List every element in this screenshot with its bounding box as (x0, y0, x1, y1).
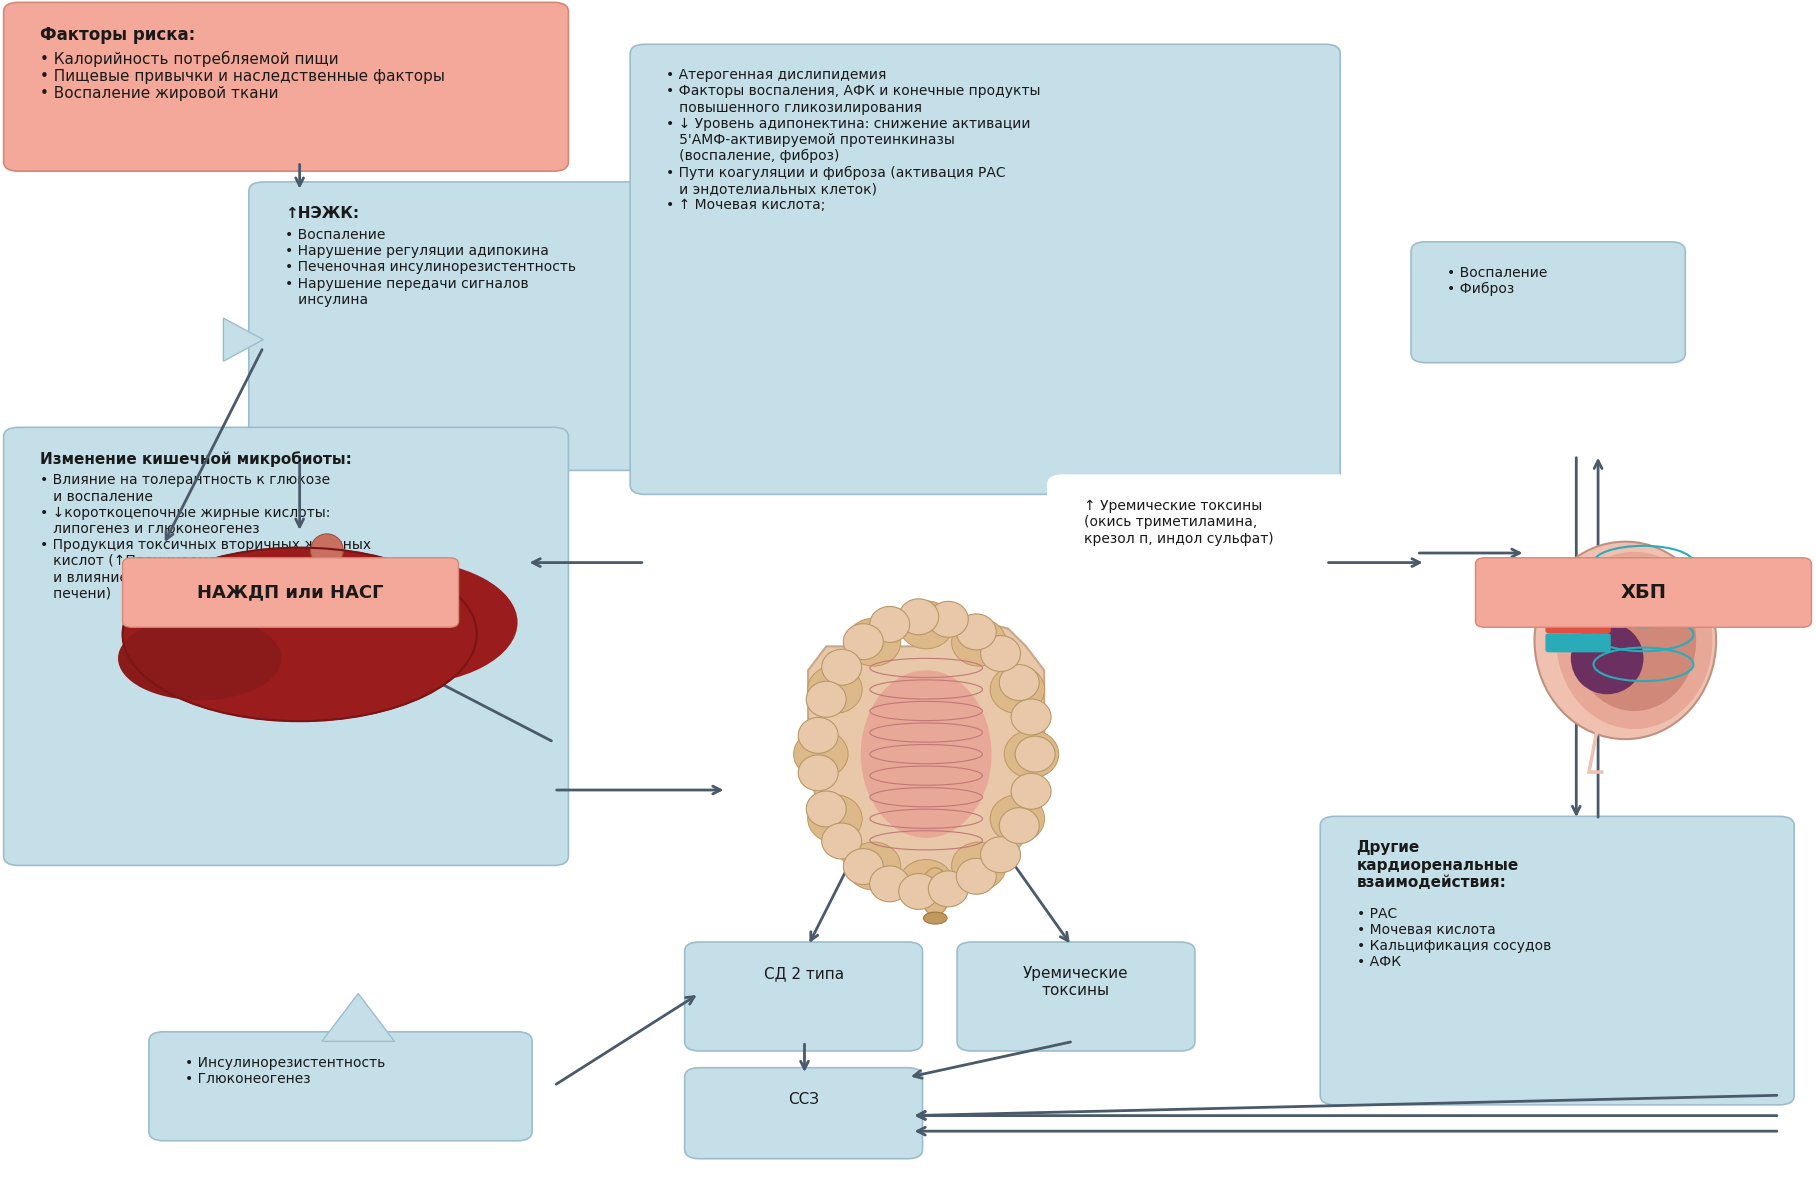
Polygon shape (808, 622, 1044, 880)
Text: СД 2 типа: СД 2 типа (763, 966, 844, 982)
Ellipse shape (808, 795, 863, 843)
Ellipse shape (952, 618, 1006, 666)
FancyBboxPatch shape (1475, 558, 1811, 627)
Ellipse shape (806, 791, 846, 827)
Ellipse shape (281, 560, 518, 685)
Ellipse shape (846, 843, 901, 891)
Text: ССЗ: ССЗ (788, 1092, 819, 1107)
FancyBboxPatch shape (685, 1068, 923, 1159)
Ellipse shape (952, 843, 1006, 891)
Ellipse shape (1004, 730, 1059, 778)
Ellipse shape (846, 618, 901, 666)
FancyArrowPatch shape (913, 1041, 1071, 1078)
Ellipse shape (806, 681, 846, 717)
Ellipse shape (921, 868, 950, 916)
Ellipse shape (928, 601, 968, 637)
Ellipse shape (990, 795, 1044, 843)
Text: Факторы риска:: Факторы риска: (40, 26, 194, 44)
FancyBboxPatch shape (1048, 475, 1422, 632)
Ellipse shape (957, 614, 997, 650)
Ellipse shape (990, 666, 1044, 713)
Ellipse shape (981, 837, 1021, 873)
Ellipse shape (999, 664, 1039, 700)
FancyBboxPatch shape (1411, 242, 1685, 363)
FancyBboxPatch shape (4, 2, 568, 171)
Text: Изменение кишечной микробиоты:: Изменение кишечной микробиоты: (40, 451, 352, 467)
FancyBboxPatch shape (4, 427, 568, 865)
Ellipse shape (821, 824, 861, 859)
Ellipse shape (821, 649, 861, 685)
Ellipse shape (1573, 570, 1696, 711)
Ellipse shape (309, 563, 400, 610)
Ellipse shape (808, 666, 863, 713)
Ellipse shape (1015, 736, 1055, 772)
Text: Уремические
токсины: Уремические токсины (1022, 966, 1130, 998)
Ellipse shape (870, 865, 910, 901)
Polygon shape (321, 994, 394, 1041)
Text: • Калорийность потребляемой пищи
• Пищевые привычки и наследственные факторы
• В: • Калорийность потребляемой пищи • Пищев… (40, 50, 445, 102)
Text: НАЖДП или НАСГ: НАЖДП или НАСГ (198, 583, 383, 602)
Ellipse shape (311, 534, 343, 567)
Text: • Инсулинорезистентность
• Глюконеогенез: • Инсулинорезистентность • Глюконеогенез (185, 1056, 385, 1086)
Ellipse shape (843, 849, 883, 885)
Ellipse shape (870, 607, 910, 643)
Ellipse shape (899, 859, 953, 907)
Ellipse shape (799, 755, 839, 791)
Ellipse shape (799, 717, 839, 753)
Ellipse shape (123, 548, 476, 721)
FancyBboxPatch shape (249, 182, 650, 470)
Ellipse shape (843, 624, 883, 660)
Ellipse shape (1571, 622, 1643, 694)
FancyBboxPatch shape (1320, 816, 1794, 1105)
FancyBboxPatch shape (630, 44, 1340, 494)
Ellipse shape (999, 808, 1039, 844)
FancyBboxPatch shape (685, 942, 923, 1051)
Text: • Воспаление
• Нарушение регуляции адипокина
• Печеночная инсулинорезистентность: • Воспаление • Нарушение регуляции адипо… (285, 229, 576, 306)
Ellipse shape (1535, 541, 1716, 739)
Text: ХБП: ХБП (1620, 583, 1667, 602)
Ellipse shape (1012, 699, 1051, 735)
Text: • Воспаление
• Фиброз: • Воспаление • Фиброз (1447, 266, 1547, 296)
Text: • Влияние на толерантность к глюкозе
   и воспаление
• ↓короткоцепочные жирные к: • Влияние на толерантность к глюкозе и в… (40, 474, 370, 601)
Ellipse shape (923, 912, 948, 924)
Ellipse shape (1556, 552, 1712, 729)
Ellipse shape (118, 616, 281, 700)
FancyBboxPatch shape (957, 942, 1195, 1051)
Text: • Атерогенная дислипидемия
• Факторы воспаления, АФК и конечные продукты
   повы: • Атерогенная дислипидемия • Факторы вос… (666, 68, 1041, 212)
Text: Другие
кардиоренальные
взаимодействия:: Другие кардиоренальные взаимодействия: (1357, 840, 1518, 891)
Ellipse shape (981, 636, 1021, 672)
Ellipse shape (928, 871, 968, 907)
FancyBboxPatch shape (1545, 633, 1611, 652)
Ellipse shape (861, 670, 992, 838)
FancyBboxPatch shape (1545, 614, 1611, 633)
Ellipse shape (899, 598, 939, 634)
Text: ↑НЭЖК:: ↑НЭЖК: (285, 206, 360, 221)
Polygon shape (223, 318, 263, 361)
FancyBboxPatch shape (123, 558, 458, 627)
Ellipse shape (1012, 773, 1051, 809)
Ellipse shape (899, 874, 939, 910)
Text: ↑ Уремические токсины
(окись триметиламина,
крезол п, индол сульфат): ↑ Уремические токсины (окись триметилами… (1084, 499, 1273, 546)
Ellipse shape (794, 730, 848, 778)
FancyBboxPatch shape (149, 1032, 532, 1141)
Ellipse shape (957, 858, 997, 894)
Ellipse shape (899, 601, 953, 649)
Text: • РАС
• Мочевая кислота
• Кальцификация сосудов
• АФК: • РАС • Мочевая кислота • Кальцификация … (1357, 907, 1551, 970)
